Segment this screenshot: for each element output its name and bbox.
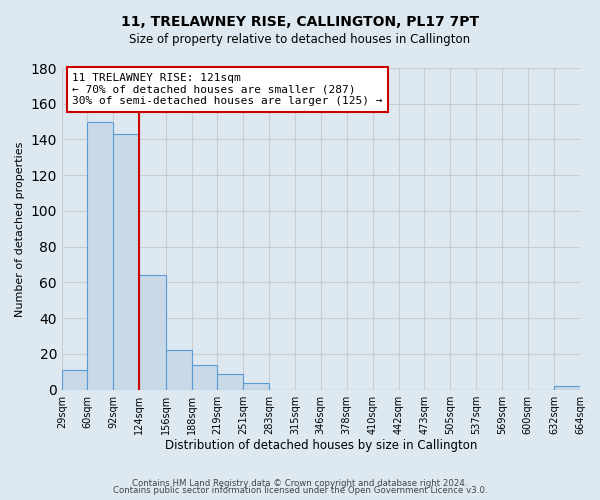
Text: Contains HM Land Registry data © Crown copyright and database right 2024.: Contains HM Land Registry data © Crown c…	[132, 478, 468, 488]
Text: 11, TRELAWNEY RISE, CALLINGTON, PL17 7PT: 11, TRELAWNEY RISE, CALLINGTON, PL17 7PT	[121, 15, 479, 29]
Text: 11 TRELAWNEY RISE: 121sqm
← 70% of detached houses are smaller (287)
30% of semi: 11 TRELAWNEY RISE: 121sqm ← 70% of detac…	[72, 73, 383, 106]
Bar	[191, 364, 217, 390]
Bar	[554, 386, 580, 390]
Y-axis label: Number of detached properties: Number of detached properties	[15, 141, 25, 316]
Bar	[113, 134, 139, 390]
X-axis label: Distribution of detached houses by size in Callington: Distribution of detached houses by size …	[165, 440, 477, 452]
Bar	[166, 350, 191, 390]
Bar	[87, 122, 113, 390]
Bar	[139, 276, 166, 390]
Bar	[243, 382, 269, 390]
Text: Size of property relative to detached houses in Callington: Size of property relative to detached ho…	[130, 32, 470, 46]
Bar	[217, 374, 243, 390]
Bar	[62, 370, 87, 390]
Text: Contains public sector information licensed under the Open Government Licence v3: Contains public sector information licen…	[113, 486, 487, 495]
